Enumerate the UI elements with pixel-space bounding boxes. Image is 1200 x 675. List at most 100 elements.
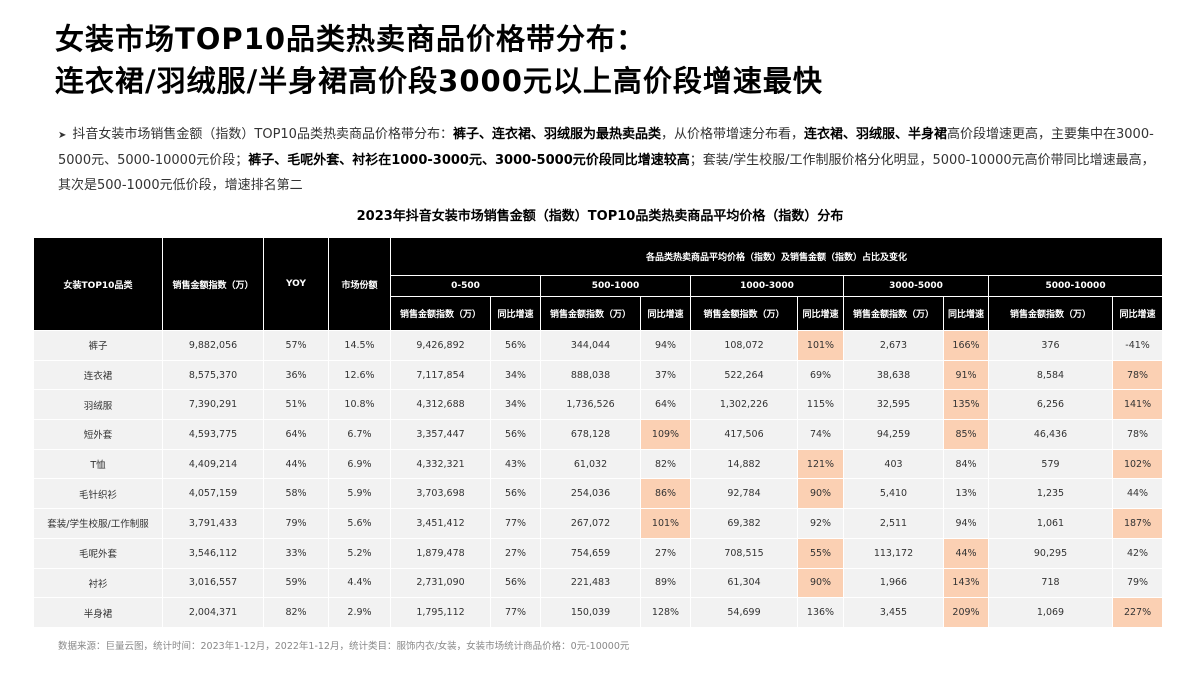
header-row: 0-500 500-1000 1000-3000 3000-5000 5000-1000… — [34, 275, 1164, 297]
value-cell: 376 — [988, 330, 1113, 361]
summary-text: ，从价格带增速分布看， — [660, 127, 804, 142]
value-cell: 150,039 — [540, 597, 641, 628]
value-cell: 708,515 — [690, 537, 798, 569]
value-cell: 64% — [640, 389, 691, 421]
value-cell: 678,128 — [540, 419, 641, 450]
data-row: 连衣裙 8,575,370 36% 12.6% 7,117,854 34% 888,038 3… — [33, 359, 1164, 391]
title-line: 女装市场TOP10品类热卖商品价格带分布： — [55, 22, 647, 56]
data-row: 半身裙 2,004,371 82% 2.9% 1,795,112 77% 150,039 12… — [33, 597, 1164, 628]
data-table: 女装TOP10品类 销售金额指数（万） YOY 市场份额 各品类热卖商品平均价格（指数）… — [33, 237, 1164, 628]
value-cell: 2.9% — [328, 597, 391, 628]
value-cell: 3,546,112 — [162, 537, 264, 569]
value-cell: 90% — [797, 478, 844, 510]
value-cell: 94,259 — [843, 419, 944, 450]
value-cell: 59% — [263, 567, 329, 599]
data-row: 套装/学生校服/工作制服 3,791,433 79% 5.6% 3,451,412 77%… — [33, 508, 1164, 539]
value-cell: 1,061 — [988, 508, 1113, 539]
data-row: 短外套 4,593,775 64% 6.7% 3,357,447 56% 678,128 10… — [33, 419, 1164, 450]
value-cell: 74% — [797, 419, 844, 450]
column-header: 市场份额 — [328, 237, 391, 331]
value-cell: 64% — [263, 419, 329, 450]
value-cell: 121% — [797, 448, 844, 480]
value-cell: 94% — [943, 508, 989, 539]
value-cell: 34% — [490, 359, 541, 391]
value-cell: 12.6% — [328, 359, 391, 391]
value-cell: 92,784 — [690, 478, 798, 510]
value-cell: 1,235 — [988, 478, 1113, 510]
value-cell: 57% — [263, 330, 329, 361]
value-cell: 14.5% — [328, 330, 391, 361]
summary-text: ；套装/学生校服/工作制服价格分化明显，5000-10000元高价带同比增速最高… — [58, 153, 1155, 193]
band-header: 0-500 — [390, 275, 541, 297]
data-row: 羽绒服 7,390,291 51% 10.8% 4,312,688 34% 1,736,52… — [33, 389, 1164, 421]
value-cell: 101% — [797, 330, 844, 361]
value-cell: 417,506 — [690, 419, 798, 450]
header-row: 销售金额指数（万） 同比增速 销售金额指数（万） 同比增速 销售金额指数（万） 同比增速销… — [34, 296, 1164, 331]
value-cell: 94% — [640, 330, 691, 361]
value-cell: 7,390,291 — [162, 389, 264, 421]
value-cell: 14,882 — [690, 448, 798, 480]
data-row: 毛针织衫 4,057,159 58% 5.9% 3,703,698 56% 254,036 8… — [33, 478, 1164, 510]
title-line: 连衣裙/羽绒服/半身裙高价段3000元以上高价段增速最快 — [55, 64, 823, 98]
value-cell: 33% — [263, 537, 329, 569]
value-cell: 6.9% — [328, 448, 391, 480]
band-header: 3000-5000 — [843, 275, 989, 297]
value-cell: 522,264 — [690, 359, 798, 391]
category-cell: 羽绒服 — [33, 389, 163, 421]
value-cell: 58% — [263, 478, 329, 510]
value-cell: 109% — [640, 419, 691, 450]
value-cell: 79% — [1111, 567, 1164, 599]
value-cell: 36% — [263, 359, 329, 391]
value-cell: 6.7% — [328, 419, 391, 450]
value-cell: 4,593,775 — [162, 419, 264, 450]
category-cell: 半身裙 — [33, 597, 163, 628]
sub-header: 同比增速 — [490, 296, 541, 331]
value-cell: 56% — [490, 419, 541, 450]
value-cell: 2,673 — [843, 330, 944, 361]
value-cell: 10.8% — [328, 389, 391, 421]
value-cell: 82% — [640, 448, 691, 480]
value-cell: 718 — [988, 567, 1113, 599]
value-cell: 4,312,688 — [390, 389, 491, 421]
value-cell: 187% — [1111, 508, 1164, 539]
value-cell: 56% — [490, 330, 541, 361]
value-cell: 3,791,433 — [162, 508, 264, 539]
category-cell: 毛针织衫 — [33, 478, 163, 510]
value-cell: 44% — [263, 448, 329, 480]
source-note: 数据来源：巨量云图，统计时间：2023年1-12月，2022年1-12月，统计类… — [58, 641, 630, 652]
category-cell: T恤 — [33, 448, 163, 480]
value-cell: 1,966 — [843, 567, 944, 599]
value-cell: 1,302,226 — [690, 389, 798, 421]
value-cell: 5.9% — [328, 478, 391, 510]
value-cell: 82% — [263, 597, 329, 628]
value-cell: 102% — [1111, 448, 1164, 480]
category-cell: 毛呢外套 — [33, 537, 163, 569]
value-cell: 37% — [640, 359, 691, 391]
value-cell: 56% — [490, 478, 541, 510]
value-cell: 3,455 — [843, 597, 944, 628]
summary-text: 抖音女装市场销售金额（指数）TOP10品类热卖商品价格带分布： — [72, 127, 453, 142]
value-cell: 344,044 — [540, 330, 641, 361]
value-cell: 13% — [943, 478, 989, 510]
value-cell: 227% — [1111, 597, 1164, 628]
value-cell: 4,409,214 — [162, 448, 264, 480]
value-cell: 85% — [943, 419, 989, 450]
value-cell: 115% — [797, 389, 844, 421]
value-cell: 3,357,447 — [390, 419, 491, 450]
page-title: 女装市场TOP10品类热卖商品价格带分布： 连衣裙/羽绒服/半身裙高价段3000… — [55, 18, 823, 102]
header-row: 女装TOP10品类 销售金额指数（万） YOY 市场份额 各品类热卖商品平均价格（指数）… — [33, 237, 1164, 331]
value-cell: 3,703,698 — [390, 478, 491, 510]
value-cell: 221,483 — [540, 567, 641, 599]
value-cell: 56% — [490, 567, 541, 599]
summary-text: 连衣裙、羽绒服、半身裙 — [803, 127, 947, 142]
value-cell: 43% — [490, 448, 541, 480]
table-title: 2023年抖音女装市场销售金额（指数）TOP10品类热卖商品平均价格（指数）分布 — [356, 209, 844, 224]
value-cell: 143% — [943, 567, 989, 599]
value-cell: 42% — [1111, 537, 1164, 569]
sub-header: 销售金额指数（万） — [988, 296, 1113, 331]
value-cell: 69% — [797, 359, 844, 391]
value-cell: 90,295 — [988, 537, 1113, 569]
value-cell: 6,256 — [988, 389, 1113, 421]
value-cell: 32,595 — [843, 389, 944, 421]
summary: ➤ 抖音女装市场销售金额（指数）TOP10品类热卖商品价格带分布：裤子、连衣裙、羽… — [58, 122, 1158, 198]
